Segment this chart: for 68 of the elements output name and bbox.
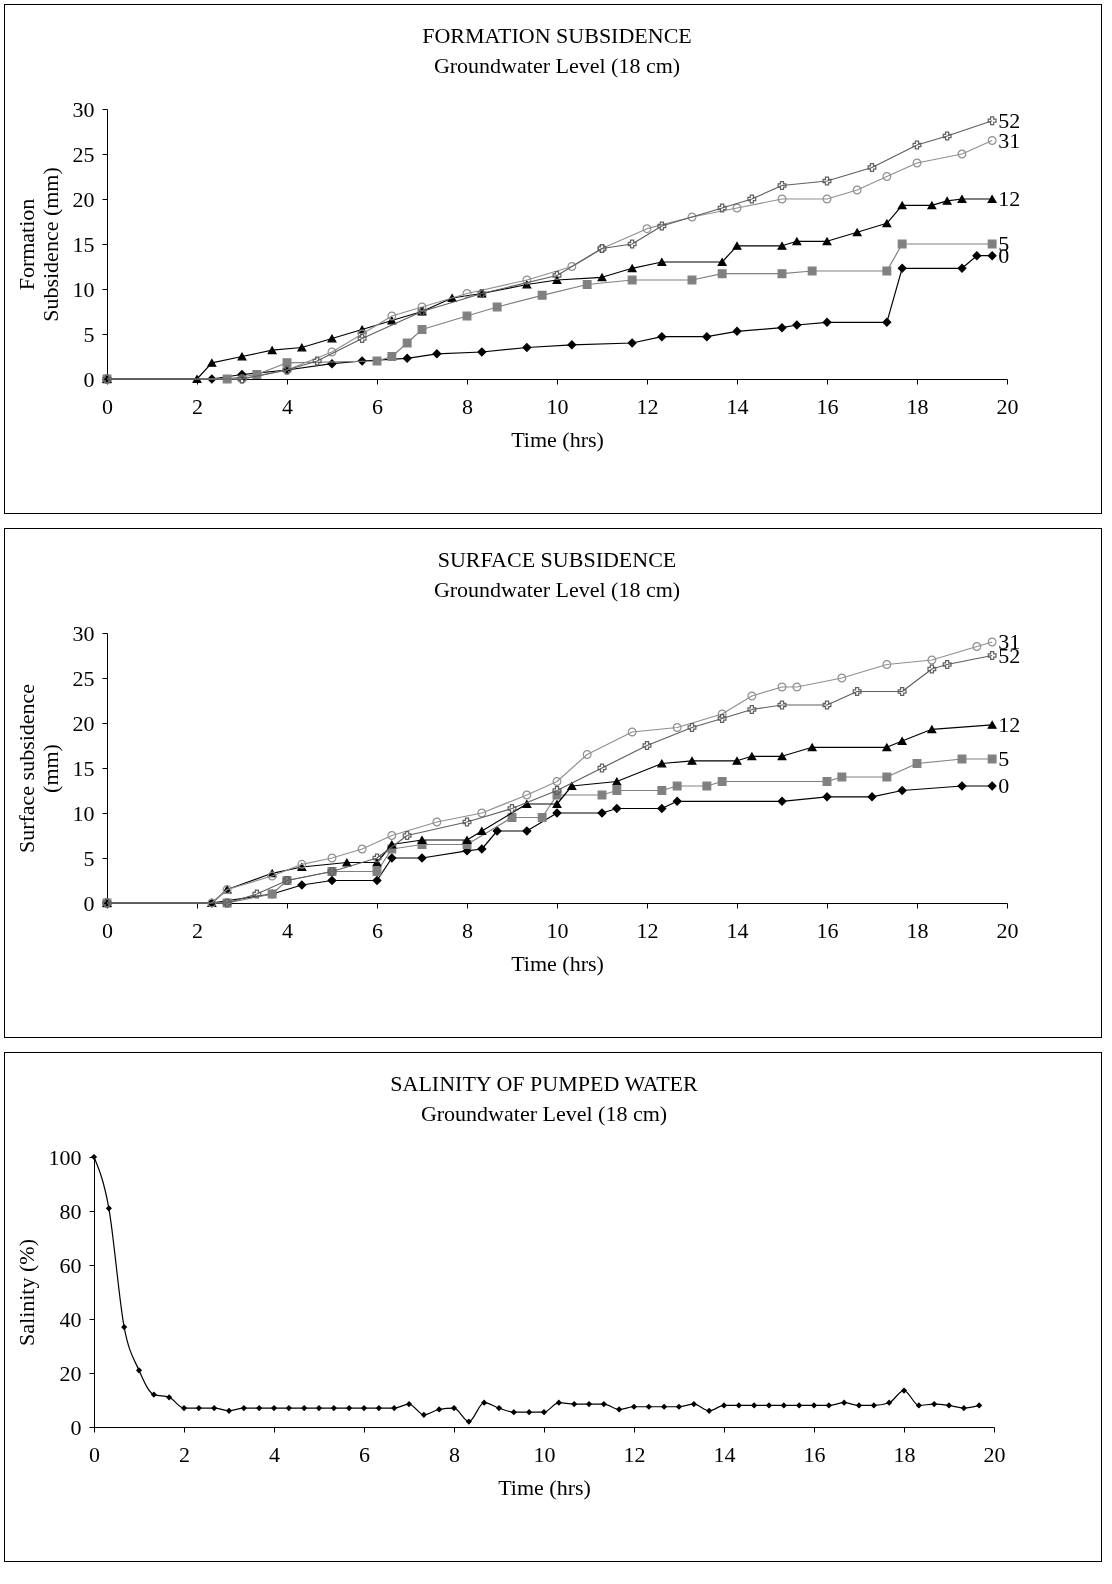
- y-tick-label: 30: [72, 620, 95, 646]
- x-tick-label: 8: [462, 393, 473, 419]
- y-tick-label: 5: [83, 845, 95, 871]
- y-tick-label: 15: [72, 231, 95, 257]
- y-axis-title: Surface subsidence (mm): [13, 683, 63, 854]
- chart-subtitle: Groundwater Level (18 cm): [433, 53, 681, 78]
- y-tick-label: 0: [83, 890, 95, 916]
- x-tick-label: 18: [906, 393, 929, 419]
- series-label: 12: [998, 711, 1021, 737]
- x-tick-label: 10: [546, 393, 569, 419]
- x-tick-label: 4: [282, 917, 293, 943]
- y-tick-label: 10: [72, 800, 95, 826]
- x-tick-label: 20: [996, 393, 1019, 419]
- x-tick-label: 16: [816, 393, 839, 419]
- chart-title: SALINITY OF PUMPED WATER: [390, 1071, 699, 1096]
- x-tick-label: 10: [546, 917, 569, 943]
- y-axis-title: Salinity (%): [13, 1239, 39, 1346]
- x-tick-label: 10: [533, 1441, 556, 1467]
- y-tick-label: 100: [48, 1144, 82, 1170]
- x-tick-label: 12: [623, 1441, 646, 1467]
- y-tick-label: 40: [59, 1306, 82, 1332]
- series-label: 0: [998, 773, 1010, 798]
- y-tick-label: 20: [59, 1360, 82, 1386]
- x-tick-label: 6: [359, 1441, 370, 1467]
- y-tick-label: 25: [72, 665, 95, 691]
- x-tick-label: 20: [996, 917, 1019, 943]
- y-tick-label: 25: [72, 141, 95, 167]
- x-tick-label: 8: [462, 917, 473, 943]
- x-tick-label: 14: [713, 1441, 736, 1467]
- x-tick-label: 4: [269, 1441, 280, 1467]
- x-tick-label: 16: [816, 917, 839, 943]
- x-tick-label: 8: [449, 1441, 460, 1467]
- chart-subtitle: Groundwater Level (18 cm): [433, 577, 681, 602]
- x-tick-label: 18: [893, 1441, 916, 1467]
- chart-title: SURFACE SUBSIDENCE: [437, 547, 677, 572]
- y-tick-label: 80: [59, 1198, 82, 1224]
- x-tick-label: 6: [372, 917, 383, 943]
- x-tick-label: 2: [192, 917, 203, 943]
- y-tick-label: 30: [72, 96, 95, 122]
- series-label: 5: [998, 746, 1010, 771]
- x-tick-label: 6: [372, 393, 383, 419]
- series-label: 12: [998, 186, 1021, 211]
- x-tick-label: 18: [906, 917, 929, 943]
- x-tick-label: 14: [726, 393, 749, 419]
- x-tick-label: 12: [636, 917, 659, 943]
- y-tick-label: 5: [83, 321, 95, 347]
- x-axis-title: Time (hrs): [498, 1474, 591, 1500]
- x-tick-label: 14: [726, 917, 749, 943]
- y-axis-title: Formation Subsidence (mm): [13, 167, 63, 322]
- x-tick-label: 4: [282, 393, 293, 419]
- x-tick-label: 2: [192, 393, 203, 419]
- y-tick-label: 0: [83, 366, 95, 392]
- x-tick-label: 2: [179, 1441, 190, 1467]
- chart-subtitle: Groundwater Level (18 cm): [420, 1101, 668, 1126]
- y-tick-label: 60: [59, 1252, 82, 1278]
- chart-title: FORMATION SUBSIDENCE: [422, 23, 692, 48]
- x-axis-title: Time (hrs): [511, 950, 604, 976]
- y-tick-label: 15: [72, 755, 95, 781]
- y-tick-label: 0: [70, 1414, 82, 1440]
- x-tick-label: 16: [803, 1441, 826, 1467]
- y-tick-label: 20: [72, 710, 95, 736]
- x-tick-label: 0: [102, 393, 113, 419]
- x-axis-title: Time (hrs): [511, 426, 604, 452]
- x-tick-label: 12: [636, 393, 659, 419]
- y-tick-label: 10: [72, 276, 95, 302]
- y-tick-label: 20: [72, 186, 95, 212]
- x-tick-label: 0: [102, 917, 113, 943]
- x-tick-label: 20: [983, 1441, 1006, 1467]
